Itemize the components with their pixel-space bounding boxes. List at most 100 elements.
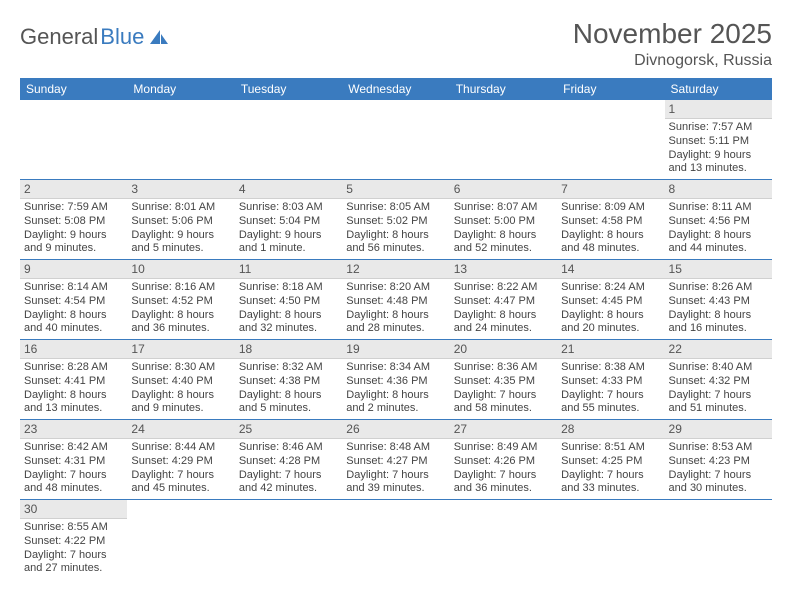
calendar-cell: 25Sunrise: 8:46 AMSunset: 4:28 PMDayligh… <box>235 420 342 500</box>
calendar-cell: 27Sunrise: 8:49 AMSunset: 4:26 PMDayligh… <box>450 420 557 500</box>
day-content: Sunrise: 8:36 AMSunset: 4:35 PMDaylight:… <box>450 359 557 419</box>
day-number: 10 <box>127 260 234 279</box>
calendar-cell: 13Sunrise: 8:22 AMSunset: 4:47 PMDayligh… <box>450 260 557 340</box>
day-content: Sunrise: 8:20 AMSunset: 4:48 PMDaylight:… <box>342 279 449 339</box>
day-number: 23 <box>20 420 127 439</box>
day-content: Sunrise: 8:55 AMSunset: 4:22 PMDaylight:… <box>20 519 127 579</box>
day-content: Sunrise: 8:46 AMSunset: 4:28 PMDaylight:… <box>235 439 342 499</box>
calendar-row: 2Sunrise: 7:59 AMSunset: 5:08 PMDaylight… <box>20 180 772 260</box>
calendar-row: 16Sunrise: 8:28 AMSunset: 4:41 PMDayligh… <box>20 340 772 420</box>
day-number: 3 <box>127 180 234 199</box>
day-number: 14 <box>557 260 664 279</box>
location: Divnogorsk, Russia <box>573 52 772 70</box>
day-content: Sunrise: 7:57 AMSunset: 5:11 PMDaylight:… <box>665 119 772 179</box>
calendar-cell: 18Sunrise: 8:32 AMSunset: 4:38 PMDayligh… <box>235 340 342 420</box>
day-content: Sunrise: 8:38 AMSunset: 4:33 PMDaylight:… <box>557 359 664 419</box>
day-number: 12 <box>342 260 449 279</box>
calendar-cell: 10Sunrise: 8:16 AMSunset: 4:52 PMDayligh… <box>127 260 234 340</box>
day-number: 8 <box>665 180 772 199</box>
day-content: Sunrise: 8:18 AMSunset: 4:50 PMDaylight:… <box>235 279 342 339</box>
calendar-cell-empty <box>127 500 234 580</box>
day-content: Sunrise: 8:30 AMSunset: 4:40 PMDaylight:… <box>127 359 234 419</box>
weekday-header: Thursday <box>450 78 557 100</box>
calendar-cell: 19Sunrise: 8:34 AMSunset: 4:36 PMDayligh… <box>342 340 449 420</box>
logo-sail-icon <box>148 28 170 46</box>
day-number: 24 <box>127 420 234 439</box>
calendar-cell-empty <box>450 500 557 580</box>
day-content: Sunrise: 8:11 AMSunset: 4:56 PMDaylight:… <box>665 199 772 259</box>
day-number: 16 <box>20 340 127 359</box>
day-number: 5 <box>342 180 449 199</box>
day-content: Sunrise: 8:49 AMSunset: 4:26 PMDaylight:… <box>450 439 557 499</box>
calendar-cell-empty <box>20 100 127 180</box>
calendar-cell-empty <box>557 500 664 580</box>
calendar-cell: 4Sunrise: 8:03 AMSunset: 5:04 PMDaylight… <box>235 180 342 260</box>
calendar-cell: 21Sunrise: 8:38 AMSunset: 4:33 PMDayligh… <box>557 340 664 420</box>
calendar-row: 30Sunrise: 8:55 AMSunset: 4:22 PMDayligh… <box>20 500 772 580</box>
day-content: Sunrise: 8:44 AMSunset: 4:29 PMDaylight:… <box>127 439 234 499</box>
calendar-cell: 12Sunrise: 8:20 AMSunset: 4:48 PMDayligh… <box>342 260 449 340</box>
calendar-cell: 30Sunrise: 8:55 AMSunset: 4:22 PMDayligh… <box>20 500 127 580</box>
weekday-header: Wednesday <box>342 78 449 100</box>
day-content: Sunrise: 8:34 AMSunset: 4:36 PMDaylight:… <box>342 359 449 419</box>
calendar-cell-empty <box>342 500 449 580</box>
weekday-header: Tuesday <box>235 78 342 100</box>
day-number: 29 <box>665 420 772 439</box>
calendar-cell: 17Sunrise: 8:30 AMSunset: 4:40 PMDayligh… <box>127 340 234 420</box>
calendar-cell-empty <box>235 500 342 580</box>
calendar-cell: 6Sunrise: 8:07 AMSunset: 5:00 PMDaylight… <box>450 180 557 260</box>
calendar-cell: 24Sunrise: 8:44 AMSunset: 4:29 PMDayligh… <box>127 420 234 500</box>
day-number: 6 <box>450 180 557 199</box>
day-number: 4 <box>235 180 342 199</box>
day-number: 22 <box>665 340 772 359</box>
logo-text-2: Blue <box>100 24 144 50</box>
day-content: Sunrise: 8:24 AMSunset: 4:45 PMDaylight:… <box>557 279 664 339</box>
day-number: 7 <box>557 180 664 199</box>
calendar-cell-empty <box>665 500 772 580</box>
day-number: 21 <box>557 340 664 359</box>
calendar-cell-empty <box>235 100 342 180</box>
weekday-header: Friday <box>557 78 664 100</box>
day-content: Sunrise: 8:28 AMSunset: 4:41 PMDaylight:… <box>20 359 127 419</box>
calendar-cell: 11Sunrise: 8:18 AMSunset: 4:50 PMDayligh… <box>235 260 342 340</box>
calendar-cell-empty <box>557 100 664 180</box>
day-number: 9 <box>20 260 127 279</box>
calendar-cell-empty <box>342 100 449 180</box>
calendar-cell: 8Sunrise: 8:11 AMSunset: 4:56 PMDaylight… <box>665 180 772 260</box>
day-content: Sunrise: 8:51 AMSunset: 4:25 PMDaylight:… <box>557 439 664 499</box>
day-content: Sunrise: 8:53 AMSunset: 4:23 PMDaylight:… <box>665 439 772 499</box>
day-number: 17 <box>127 340 234 359</box>
calendar-cell: 14Sunrise: 8:24 AMSunset: 4:45 PMDayligh… <box>557 260 664 340</box>
day-content: Sunrise: 8:48 AMSunset: 4:27 PMDaylight:… <box>342 439 449 499</box>
day-number: 1 <box>665 100 772 119</box>
calendar-cell: 15Sunrise: 8:26 AMSunset: 4:43 PMDayligh… <box>665 260 772 340</box>
day-content: Sunrise: 8:42 AMSunset: 4:31 PMDaylight:… <box>20 439 127 499</box>
header: GeneralBlue November 2025 Divnogorsk, Ru… <box>20 18 772 70</box>
day-number: 11 <box>235 260 342 279</box>
day-content: Sunrise: 8:01 AMSunset: 5:06 PMDaylight:… <box>127 199 234 259</box>
weekday-header-row: Sunday Monday Tuesday Wednesday Thursday… <box>20 78 772 100</box>
day-content: Sunrise: 8:16 AMSunset: 4:52 PMDaylight:… <box>127 279 234 339</box>
day-number: 26 <box>342 420 449 439</box>
calendar-cell: 7Sunrise: 8:09 AMSunset: 4:58 PMDaylight… <box>557 180 664 260</box>
calendar-cell: 22Sunrise: 8:40 AMSunset: 4:32 PMDayligh… <box>665 340 772 420</box>
weekday-header: Monday <box>127 78 234 100</box>
calendar-cell: 28Sunrise: 8:51 AMSunset: 4:25 PMDayligh… <box>557 420 664 500</box>
logo: GeneralBlue <box>20 18 170 50</box>
day-number: 20 <box>450 340 557 359</box>
day-content: Sunrise: 8:26 AMSunset: 4:43 PMDaylight:… <box>665 279 772 339</box>
month-title: November 2025 <box>573 18 772 50</box>
day-content: Sunrise: 8:05 AMSunset: 5:02 PMDaylight:… <box>342 199 449 259</box>
day-number: 30 <box>20 500 127 519</box>
day-number: 25 <box>235 420 342 439</box>
calendar-cell-empty <box>450 100 557 180</box>
title-block: November 2025 Divnogorsk, Russia <box>573 18 772 70</box>
calendar-cell: 3Sunrise: 8:01 AMSunset: 5:06 PMDaylight… <box>127 180 234 260</box>
logo-text-1: General <box>20 24 98 50</box>
calendar-cell: 5Sunrise: 8:05 AMSunset: 5:02 PMDaylight… <box>342 180 449 260</box>
calendar-cell: 23Sunrise: 8:42 AMSunset: 4:31 PMDayligh… <box>20 420 127 500</box>
calendar-cell: 26Sunrise: 8:48 AMSunset: 4:27 PMDayligh… <box>342 420 449 500</box>
day-number: 19 <box>342 340 449 359</box>
calendar-cell: 16Sunrise: 8:28 AMSunset: 4:41 PMDayligh… <box>20 340 127 420</box>
day-number: 28 <box>557 420 664 439</box>
